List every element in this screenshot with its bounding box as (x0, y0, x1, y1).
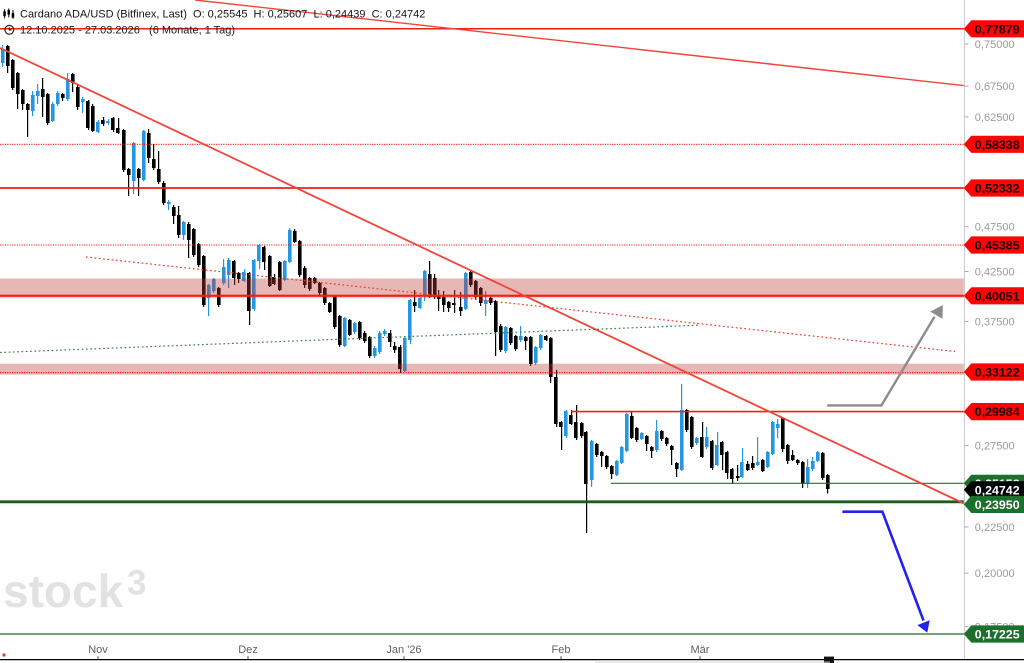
svg-text:0,24742: 0,24742 (975, 483, 1020, 497)
svg-text:3: 3 (127, 564, 146, 603)
svg-text:12.10.2025 - 27.03.2026 (6 M: 12.10.2025 - 27.03.2026 (6 Monate, 1 Tag… (20, 24, 235, 36)
svg-text:Feb: Feb (552, 644, 571, 656)
svg-text:Nov: Nov (88, 644, 108, 656)
svg-text:0,20000: 0,20000 (975, 568, 1015, 580)
svg-text:0,37500: 0,37500 (975, 316, 1015, 328)
svg-text:0,47500: 0,47500 (975, 222, 1015, 234)
svg-text:0,22500: 0,22500 (975, 522, 1015, 534)
svg-text:Jan '26: Jan '26 (386, 644, 421, 656)
svg-text:0,67500: 0,67500 (975, 81, 1015, 93)
svg-text:0,52332: 0,52332 (975, 182, 1020, 196)
svg-text:0,23950: 0,23950 (975, 498, 1020, 512)
svg-text:0,29984: 0,29984 (975, 405, 1020, 419)
svg-text:0,58338: 0,58338 (975, 138, 1020, 152)
svg-text:stock: stock (3, 565, 124, 617)
svg-text:0,27500: 0,27500 (975, 441, 1015, 453)
svg-text:Dez: Dez (238, 644, 258, 656)
svg-text:0,77879: 0,77879 (975, 22, 1020, 36)
svg-text:0,40051: 0,40051 (975, 289, 1020, 303)
svg-text:0,62500: 0,62500 (975, 112, 1015, 124)
svg-text:0,42500: 0,42500 (975, 266, 1015, 278)
svg-text:0,75000: 0,75000 (975, 39, 1015, 51)
svg-text:0,45385: 0,45385 (975, 239, 1020, 253)
svg-text:Cardano ADA/USD (Bitfinex, Las: Cardano ADA/USD (Bitfinex, Last) O: 0,25… (20, 8, 425, 20)
svg-text:0,17225: 0,17225 (975, 628, 1020, 642)
svg-text:Mär: Mär (691, 644, 710, 656)
svg-text:0,33122: 0,33122 (975, 366, 1020, 380)
